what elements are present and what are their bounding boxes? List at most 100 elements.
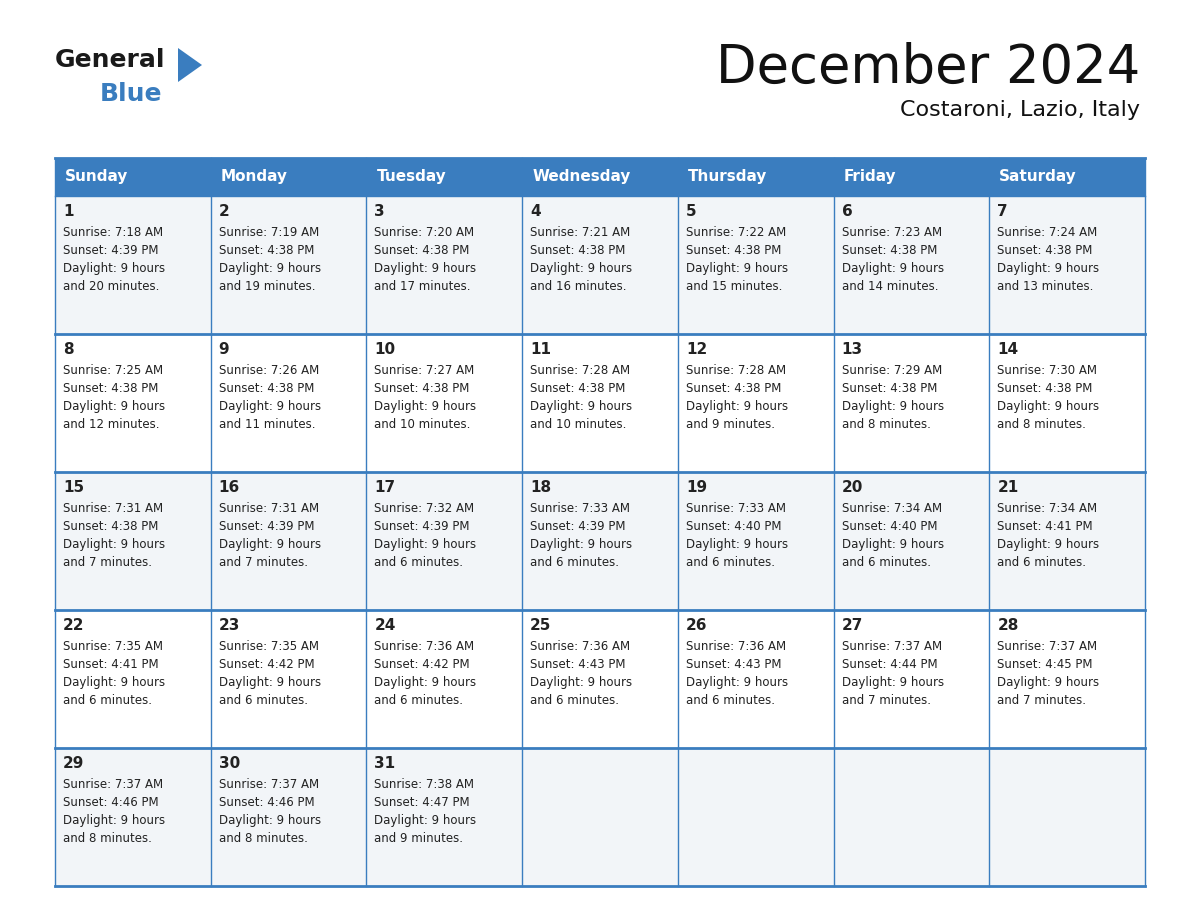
Text: Costaroni, Lazio, Italy: Costaroni, Lazio, Italy (901, 100, 1140, 120)
Text: Sunrise: 7:19 AM
Sunset: 4:38 PM
Daylight: 9 hours
and 19 minutes.: Sunrise: 7:19 AM Sunset: 4:38 PM Dayligh… (219, 226, 321, 293)
Bar (678, 748, 834, 886)
Bar (366, 196, 523, 334)
Text: 10: 10 (374, 342, 396, 357)
Bar (834, 158, 990, 196)
Text: 20: 20 (841, 480, 862, 495)
Text: Sunrise: 7:18 AM
Sunset: 4:39 PM
Daylight: 9 hours
and 20 minutes.: Sunrise: 7:18 AM Sunset: 4:39 PM Dayligh… (63, 226, 165, 293)
Bar (55, 748, 210, 886)
Text: 26: 26 (685, 618, 707, 633)
Bar (55, 334, 210, 472)
Text: Saturday: Saturday (999, 170, 1078, 185)
Text: Sunrise: 7:22 AM
Sunset: 4:38 PM
Daylight: 9 hours
and 15 minutes.: Sunrise: 7:22 AM Sunset: 4:38 PM Dayligh… (685, 226, 788, 293)
Text: 11: 11 (530, 342, 551, 357)
Bar (834, 196, 990, 334)
Text: Sunrise: 7:31 AM
Sunset: 4:39 PM
Daylight: 9 hours
and 7 minutes.: Sunrise: 7:31 AM Sunset: 4:39 PM Dayligh… (219, 502, 321, 569)
Text: 28: 28 (997, 618, 1018, 633)
Bar (834, 472, 990, 610)
Text: Sunrise: 7:36 AM
Sunset: 4:42 PM
Daylight: 9 hours
and 6 minutes.: Sunrise: 7:36 AM Sunset: 4:42 PM Dayligh… (374, 640, 476, 707)
Text: Sunrise: 7:30 AM
Sunset: 4:38 PM
Daylight: 9 hours
and 8 minutes.: Sunrise: 7:30 AM Sunset: 4:38 PM Dayligh… (997, 364, 1099, 431)
Text: Sunrise: 7:37 AM
Sunset: 4:44 PM
Daylight: 9 hours
and 7 minutes.: Sunrise: 7:37 AM Sunset: 4:44 PM Dayligh… (841, 640, 943, 707)
Bar (834, 334, 990, 472)
Bar (366, 610, 523, 748)
Text: 30: 30 (219, 756, 240, 771)
Text: Sunrise: 7:38 AM
Sunset: 4:47 PM
Daylight: 9 hours
and 9 minutes.: Sunrise: 7:38 AM Sunset: 4:47 PM Dayligh… (374, 778, 476, 845)
Text: 5: 5 (685, 204, 696, 219)
Text: 21: 21 (997, 480, 1018, 495)
Text: 31: 31 (374, 756, 396, 771)
Text: Sunrise: 7:21 AM
Sunset: 4:38 PM
Daylight: 9 hours
and 16 minutes.: Sunrise: 7:21 AM Sunset: 4:38 PM Dayligh… (530, 226, 632, 293)
Text: Sunrise: 7:26 AM
Sunset: 4:38 PM
Daylight: 9 hours
and 11 minutes.: Sunrise: 7:26 AM Sunset: 4:38 PM Dayligh… (219, 364, 321, 431)
Text: Sunrise: 7:23 AM
Sunset: 4:38 PM
Daylight: 9 hours
and 14 minutes.: Sunrise: 7:23 AM Sunset: 4:38 PM Dayligh… (841, 226, 943, 293)
Text: 25: 25 (530, 618, 551, 633)
Text: General: General (55, 48, 165, 72)
Bar (678, 610, 834, 748)
Text: Sunrise: 7:35 AM
Sunset: 4:41 PM
Daylight: 9 hours
and 6 minutes.: Sunrise: 7:35 AM Sunset: 4:41 PM Dayligh… (63, 640, 165, 707)
Text: 17: 17 (374, 480, 396, 495)
Bar (990, 748, 1145, 886)
Bar (990, 334, 1145, 472)
Text: Sunday: Sunday (65, 170, 128, 185)
Bar (523, 472, 678, 610)
Bar (523, 158, 678, 196)
Text: Sunrise: 7:37 AM
Sunset: 4:45 PM
Daylight: 9 hours
and 7 minutes.: Sunrise: 7:37 AM Sunset: 4:45 PM Dayligh… (997, 640, 1099, 707)
Text: Sunrise: 7:37 AM
Sunset: 4:46 PM
Daylight: 9 hours
and 8 minutes.: Sunrise: 7:37 AM Sunset: 4:46 PM Dayligh… (219, 778, 321, 845)
Bar (678, 472, 834, 610)
Text: 4: 4 (530, 204, 541, 219)
Text: Friday: Friday (843, 170, 896, 185)
Text: Sunrise: 7:33 AM
Sunset: 4:39 PM
Daylight: 9 hours
and 6 minutes.: Sunrise: 7:33 AM Sunset: 4:39 PM Dayligh… (530, 502, 632, 569)
Bar (990, 472, 1145, 610)
Text: 19: 19 (685, 480, 707, 495)
Text: Sunrise: 7:25 AM
Sunset: 4:38 PM
Daylight: 9 hours
and 12 minutes.: Sunrise: 7:25 AM Sunset: 4:38 PM Dayligh… (63, 364, 165, 431)
Bar (210, 334, 366, 472)
Bar (834, 610, 990, 748)
Text: Sunrise: 7:34 AM
Sunset: 4:41 PM
Daylight: 9 hours
and 6 minutes.: Sunrise: 7:34 AM Sunset: 4:41 PM Dayligh… (997, 502, 1099, 569)
Text: 18: 18 (530, 480, 551, 495)
Text: 24: 24 (374, 618, 396, 633)
Text: Sunrise: 7:32 AM
Sunset: 4:39 PM
Daylight: 9 hours
and 6 minutes.: Sunrise: 7:32 AM Sunset: 4:39 PM Dayligh… (374, 502, 476, 569)
Text: 14: 14 (997, 342, 1018, 357)
Text: 27: 27 (841, 618, 862, 633)
Bar (523, 610, 678, 748)
Text: Sunrise: 7:37 AM
Sunset: 4:46 PM
Daylight: 9 hours
and 8 minutes.: Sunrise: 7:37 AM Sunset: 4:46 PM Dayligh… (63, 778, 165, 845)
Text: Thursday: Thursday (688, 170, 767, 185)
Text: 2: 2 (219, 204, 229, 219)
Text: 15: 15 (63, 480, 84, 495)
Text: Sunrise: 7:28 AM
Sunset: 4:38 PM
Daylight: 9 hours
and 10 minutes.: Sunrise: 7:28 AM Sunset: 4:38 PM Dayligh… (530, 364, 632, 431)
Bar (210, 158, 366, 196)
Text: 6: 6 (841, 204, 852, 219)
Text: Sunrise: 7:36 AM
Sunset: 4:43 PM
Daylight: 9 hours
and 6 minutes.: Sunrise: 7:36 AM Sunset: 4:43 PM Dayligh… (530, 640, 632, 707)
Text: 16: 16 (219, 480, 240, 495)
Bar (55, 158, 210, 196)
Text: Sunrise: 7:34 AM
Sunset: 4:40 PM
Daylight: 9 hours
and 6 minutes.: Sunrise: 7:34 AM Sunset: 4:40 PM Dayligh… (841, 502, 943, 569)
Text: Sunrise: 7:36 AM
Sunset: 4:43 PM
Daylight: 9 hours
and 6 minutes.: Sunrise: 7:36 AM Sunset: 4:43 PM Dayligh… (685, 640, 788, 707)
Text: 9: 9 (219, 342, 229, 357)
Text: 7: 7 (997, 204, 1007, 219)
Bar (366, 748, 523, 886)
Text: Wednesday: Wednesday (532, 170, 631, 185)
Text: December 2024: December 2024 (715, 42, 1140, 94)
Bar (990, 158, 1145, 196)
Text: Sunrise: 7:29 AM
Sunset: 4:38 PM
Daylight: 9 hours
and 8 minutes.: Sunrise: 7:29 AM Sunset: 4:38 PM Dayligh… (841, 364, 943, 431)
Bar (990, 196, 1145, 334)
Bar (678, 334, 834, 472)
Text: Sunrise: 7:28 AM
Sunset: 4:38 PM
Daylight: 9 hours
and 9 minutes.: Sunrise: 7:28 AM Sunset: 4:38 PM Dayligh… (685, 364, 788, 431)
Bar (834, 748, 990, 886)
Text: 23: 23 (219, 618, 240, 633)
Bar (523, 196, 678, 334)
Text: Sunrise: 7:20 AM
Sunset: 4:38 PM
Daylight: 9 hours
and 17 minutes.: Sunrise: 7:20 AM Sunset: 4:38 PM Dayligh… (374, 226, 476, 293)
Text: 8: 8 (63, 342, 74, 357)
Bar (366, 472, 523, 610)
Bar (523, 748, 678, 886)
Bar (210, 748, 366, 886)
Bar (55, 472, 210, 610)
Text: Sunrise: 7:27 AM
Sunset: 4:38 PM
Daylight: 9 hours
and 10 minutes.: Sunrise: 7:27 AM Sunset: 4:38 PM Dayligh… (374, 364, 476, 431)
Bar (990, 610, 1145, 748)
Polygon shape (178, 48, 202, 82)
Text: 22: 22 (63, 618, 84, 633)
Bar (366, 158, 523, 196)
Text: 29: 29 (63, 756, 84, 771)
Text: 13: 13 (841, 342, 862, 357)
Bar (678, 158, 834, 196)
Bar (678, 196, 834, 334)
Text: Sunrise: 7:31 AM
Sunset: 4:38 PM
Daylight: 9 hours
and 7 minutes.: Sunrise: 7:31 AM Sunset: 4:38 PM Dayligh… (63, 502, 165, 569)
